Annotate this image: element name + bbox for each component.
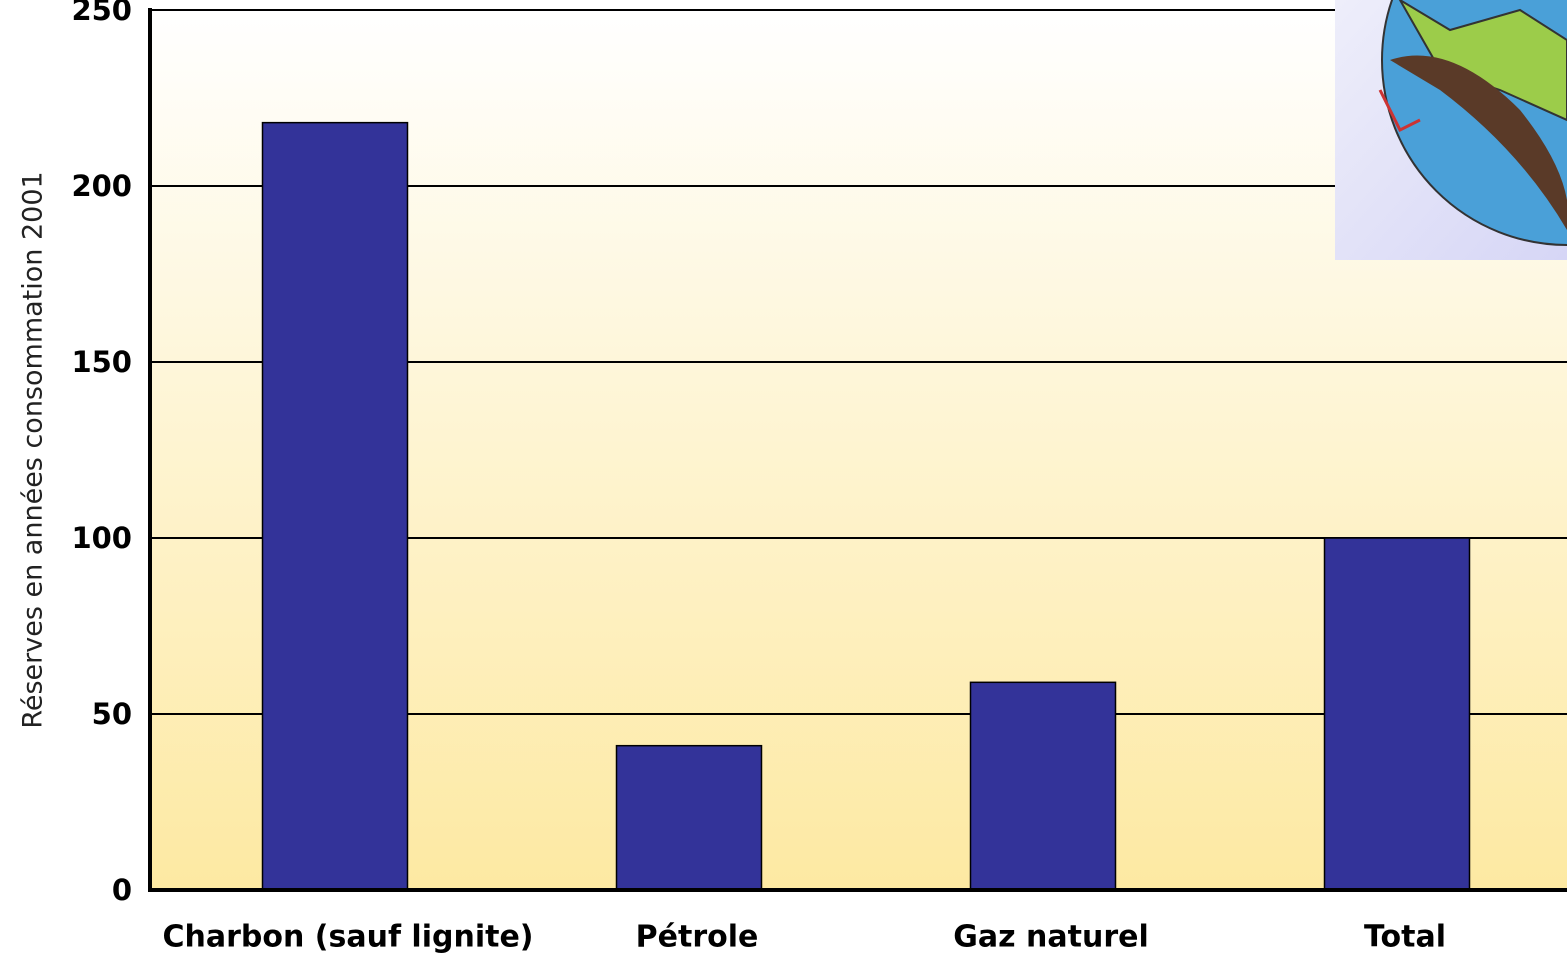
- x-tick-label: Total: [1364, 920, 1446, 955]
- bar: [261, 121, 409, 891]
- y-tick-label: 100: [71, 521, 132, 555]
- y-tick-label: 250: [71, 0, 132, 27]
- y-tick-label: 50: [92, 697, 132, 731]
- globe-picture: [1335, 0, 1567, 260]
- x-tick-label: Pétrole: [636, 920, 759, 955]
- x-tick-label: Gaz naturel: [953, 920, 1149, 955]
- y-tick-label: 150: [71, 345, 132, 379]
- bar: [1323, 537, 1471, 891]
- bar: [615, 744, 763, 891]
- y-tick-label: 200: [71, 169, 132, 203]
- y-tick-label: 0: [112, 873, 132, 907]
- x-tick-label: Charbon (sauf lignite): [162, 920, 533, 955]
- bar: [969, 681, 1117, 891]
- y-axis-label: Réserves en années consommation 2001: [18, 171, 49, 728]
